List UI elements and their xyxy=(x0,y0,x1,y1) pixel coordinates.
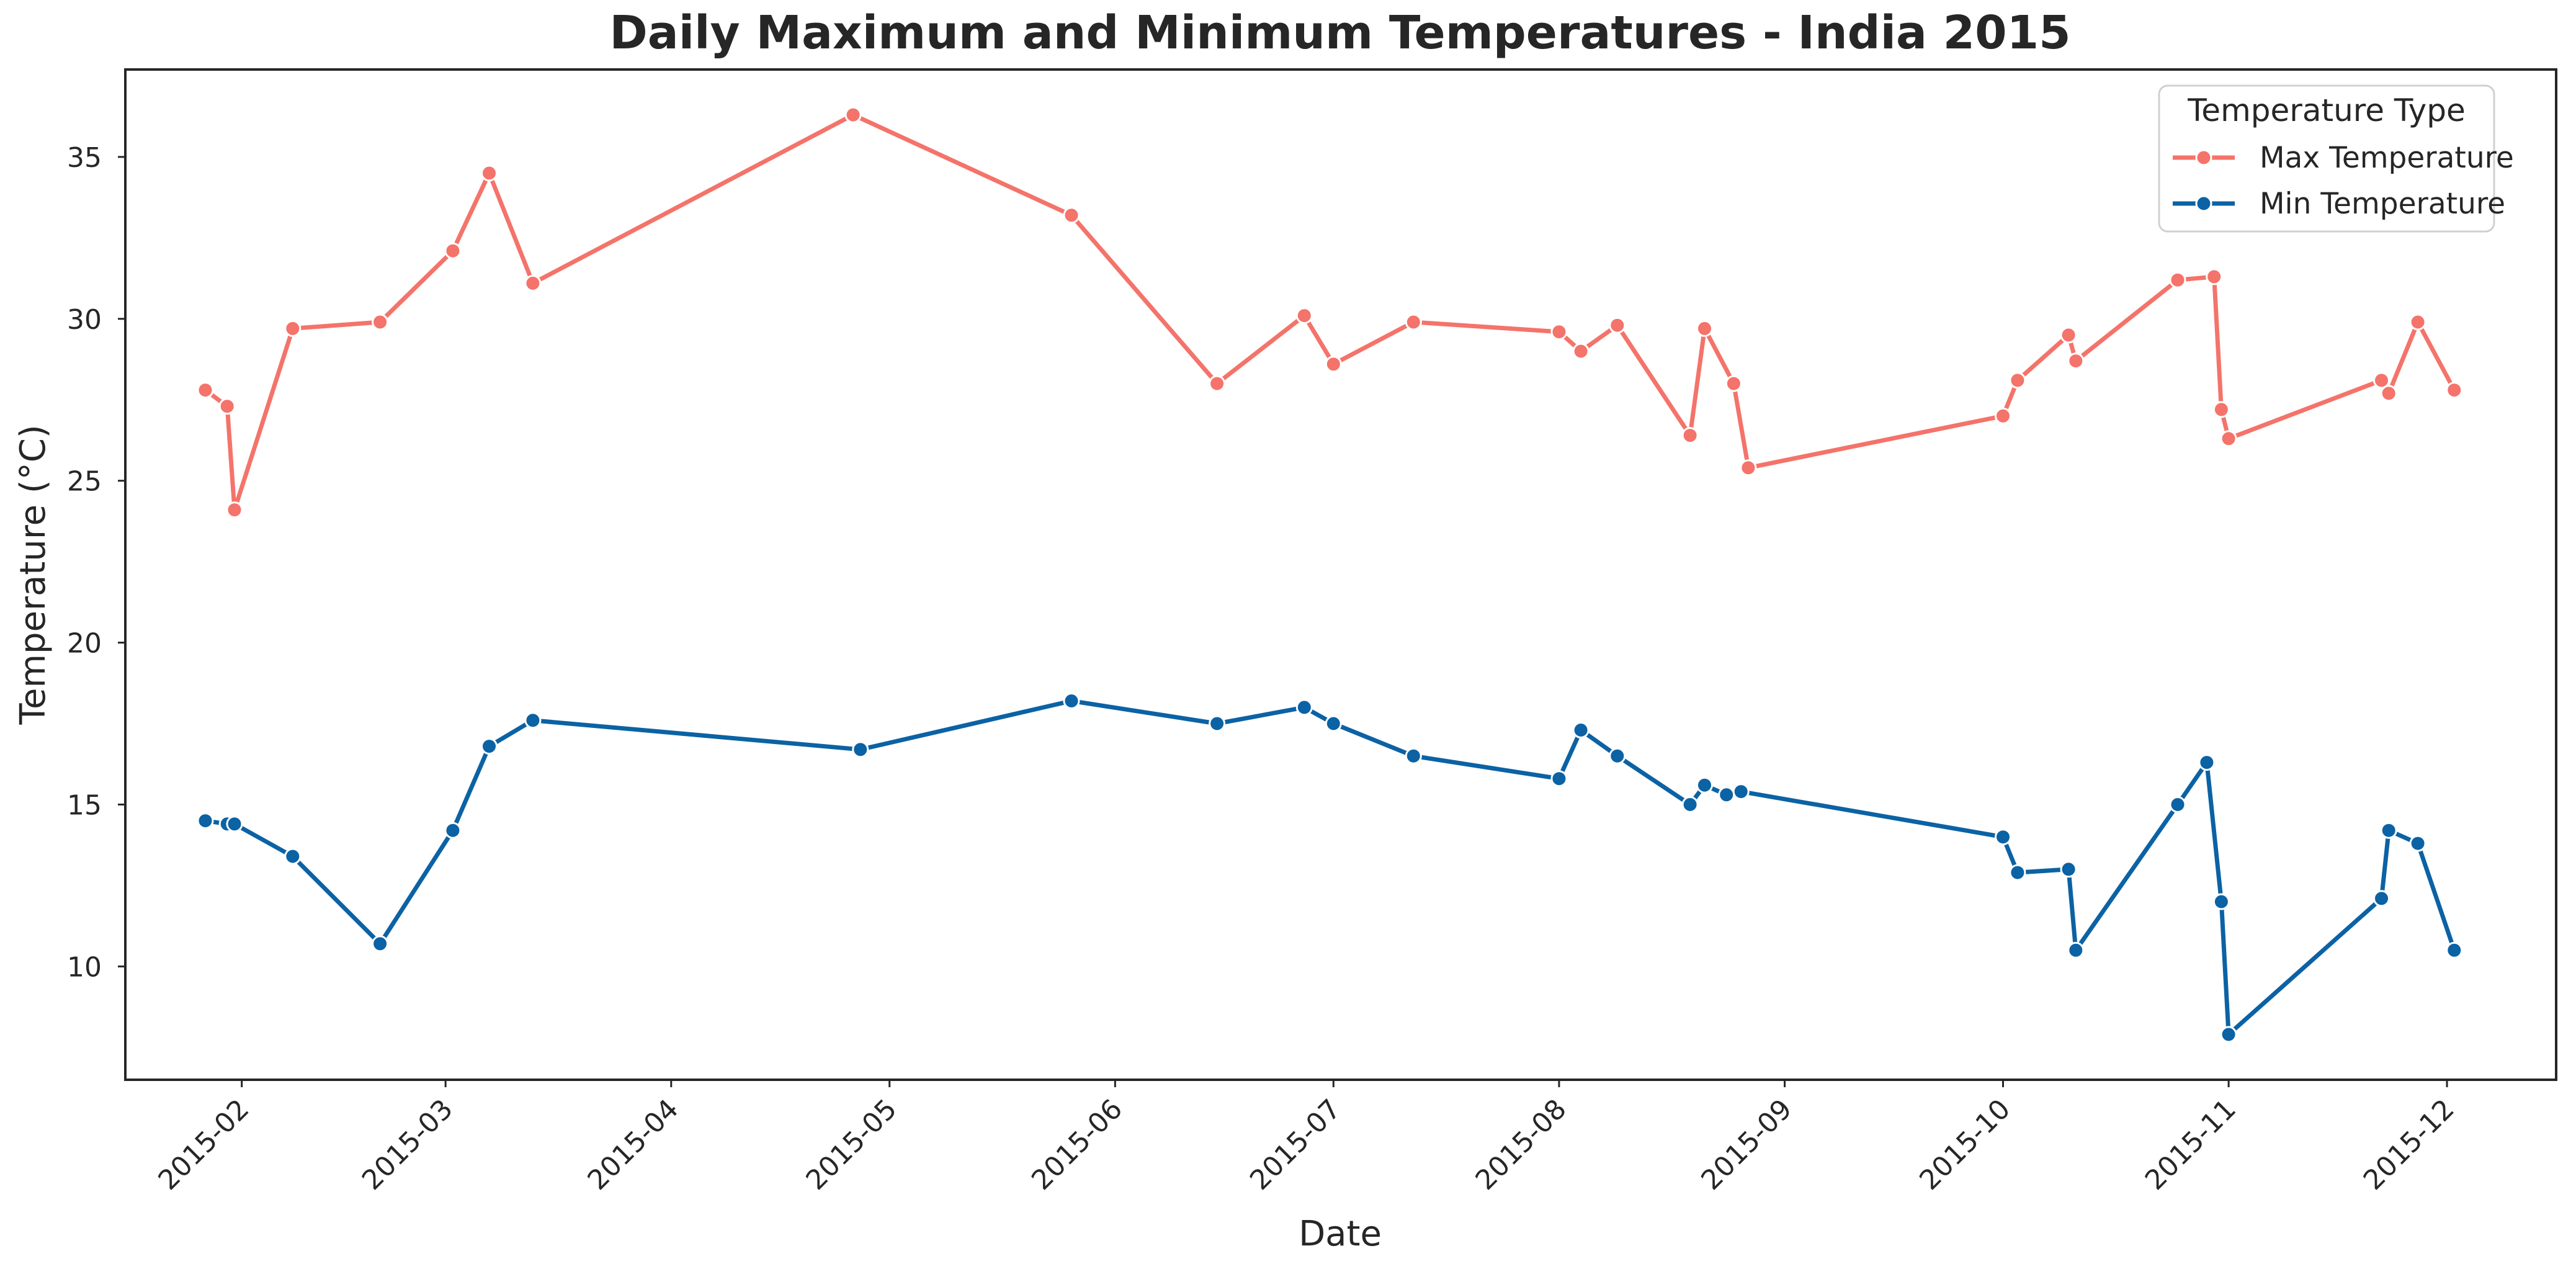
data-point xyxy=(2206,268,2223,285)
data-point xyxy=(1325,715,1342,732)
data-point xyxy=(844,106,862,123)
plot-area xyxy=(124,68,2557,1081)
y-tick-label: 30 xyxy=(67,304,102,336)
data-point xyxy=(2220,1026,2237,1043)
x-tick-label: 2015-06 xyxy=(1026,1093,1129,1196)
data-point xyxy=(1572,722,1590,738)
data-point xyxy=(524,712,542,729)
data-point xyxy=(1696,320,1713,337)
data-point xyxy=(1209,375,1226,392)
y-axis: 10 15 20 25 30 35 xyxy=(67,142,125,983)
data-point xyxy=(2220,430,2237,447)
data-point xyxy=(2060,861,2077,878)
data-point xyxy=(1696,776,1713,794)
x-tick-label: 2015-03 xyxy=(356,1093,459,1196)
data-point xyxy=(1995,407,2011,424)
data-point xyxy=(2198,754,2216,771)
data-point xyxy=(2373,372,2390,389)
data-point xyxy=(481,164,498,182)
data-point xyxy=(226,815,243,833)
data-point xyxy=(197,382,214,399)
data-point xyxy=(372,313,389,331)
data-point xyxy=(2067,941,2085,959)
data-point xyxy=(1295,699,1313,716)
legend-label-min: Min Temperature xyxy=(2260,187,2505,221)
x-axis-label: Date xyxy=(1299,1214,1382,1254)
x-tick-label: 2015-11 xyxy=(2139,1093,2242,1196)
data-point xyxy=(2380,385,2397,402)
data-point xyxy=(1325,356,1342,373)
data-point xyxy=(1209,715,1226,732)
x-tick-label: 2015-12 xyxy=(2358,1093,2461,1196)
series-0 xyxy=(197,106,2463,519)
chart-title: Daily Maximum and Minimum Temperatures -… xyxy=(609,6,2070,60)
data-point xyxy=(2169,271,2186,289)
data-point xyxy=(1572,343,1590,360)
y-tick-label: 15 xyxy=(67,789,102,821)
data-point xyxy=(197,812,214,830)
data-point xyxy=(1681,427,1699,444)
data-point xyxy=(2373,890,2390,907)
data-point xyxy=(852,741,869,758)
x-tick-label: 2015-10 xyxy=(1913,1093,2016,1196)
data-point xyxy=(1295,307,1313,325)
legend: Temperature Type Max Temperature Min Tem… xyxy=(2158,84,2514,233)
data-point xyxy=(444,242,462,259)
data-point xyxy=(1609,747,1626,765)
data-point xyxy=(284,320,302,337)
data-point xyxy=(1718,786,1735,804)
data-point xyxy=(2060,326,2077,344)
y-tick-label: 25 xyxy=(67,466,102,498)
legend-dot-max xyxy=(2195,149,2212,166)
data-point xyxy=(226,501,243,519)
x-tick-label: 2015-02 xyxy=(152,1093,255,1196)
data-point xyxy=(2446,382,2463,399)
data-point xyxy=(1995,828,2011,846)
data-point xyxy=(218,398,236,415)
x-tick-label: 2015-04 xyxy=(582,1093,685,1196)
y-tick-label: 35 xyxy=(67,142,102,174)
x-tick-label: 2015-05 xyxy=(800,1093,903,1196)
x-tick-label: 2015-07 xyxy=(1244,1093,1347,1196)
data-point xyxy=(444,822,462,839)
data-point xyxy=(2009,864,2026,881)
data-point xyxy=(1063,693,1080,709)
data-point xyxy=(1725,375,1742,392)
y-axis-label: Temperature (°C) xyxy=(13,424,53,725)
data-point xyxy=(284,848,302,865)
x-tick-label: 2015-09 xyxy=(1695,1093,1798,1196)
data-point xyxy=(2446,941,2463,959)
data-point xyxy=(1609,316,1626,334)
x-tick-label: 2015-08 xyxy=(1470,1093,1573,1196)
data-point xyxy=(1405,747,1422,765)
y-tick-label: 10 xyxy=(67,951,102,983)
data-point xyxy=(524,274,542,292)
data-point xyxy=(481,738,498,755)
data-point xyxy=(2409,835,2426,852)
data-point xyxy=(2009,372,2026,389)
data-point xyxy=(1405,313,1422,331)
data-point xyxy=(2380,822,2397,839)
legend-title: Temperature Type xyxy=(2187,92,2465,128)
data-point xyxy=(1550,323,1568,341)
data-point xyxy=(2409,313,2426,331)
legend-dot-min xyxy=(2195,195,2212,212)
data-point xyxy=(2067,352,2085,370)
data-point xyxy=(2212,401,2230,418)
data-point xyxy=(1740,459,1757,477)
data-point xyxy=(1063,207,1080,224)
data-point xyxy=(1681,796,1699,813)
y-tick-label: 20 xyxy=(67,628,102,660)
data-point xyxy=(372,935,389,953)
data-point xyxy=(1550,770,1568,787)
legend-label-max: Max Temperature xyxy=(2260,141,2514,175)
data-point xyxy=(2212,893,2230,910)
series-1 xyxy=(197,693,2463,1043)
data-point xyxy=(1732,783,1750,801)
series-layer xyxy=(197,106,2463,1043)
legend-frame xyxy=(2158,84,2495,233)
x-axis: 2015-02 2015-03 2015-04 2015-05 2015-06 2015-… xyxy=(152,1080,2461,1196)
data-point xyxy=(2169,796,2186,813)
